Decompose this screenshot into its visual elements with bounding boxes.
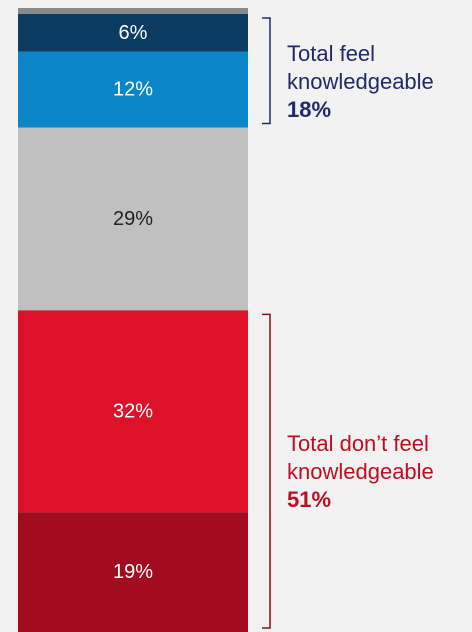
annotation-bracket-0 [262, 17, 271, 125]
bar-segment-label-0: 6% [119, 22, 148, 44]
bar-top-strip [18, 8, 248, 14]
bar-segment-0 [18, 14, 248, 52]
annotation-bottom-total: 51% [287, 487, 332, 512]
bar-segment-3 [18, 310, 248, 513]
bar-segment-label-4: 19% [113, 561, 153, 583]
bar-segment-4 [18, 512, 248, 632]
annotation-bottom-line1: Total don’t feel [287, 431, 429, 456]
bar-segment-2 [18, 127, 248, 311]
annotation-top-total: 18% [287, 97, 332, 122]
annotation-top-line1: Total feel [287, 41, 376, 66]
annotation-feel-knowledgeable: Total feel knowledgeable 18% [287, 40, 434, 124]
bar-segment-label-2: 29% [113, 208, 153, 230]
annotation-bracket-1 [262, 313, 271, 629]
annotation-bottom-line2: knowledgeable [287, 459, 434, 484]
bar-segment-label-1: 12% [113, 79, 153, 101]
annotation-top-line2: knowledgeable [287, 69, 434, 94]
annotation-dont-feel-knowledgeable: Total don’t feel knowledgeable 51% [287, 430, 434, 514]
bar-segment-label-3: 32% [113, 400, 153, 422]
bar-segment-1 [18, 51, 248, 128]
